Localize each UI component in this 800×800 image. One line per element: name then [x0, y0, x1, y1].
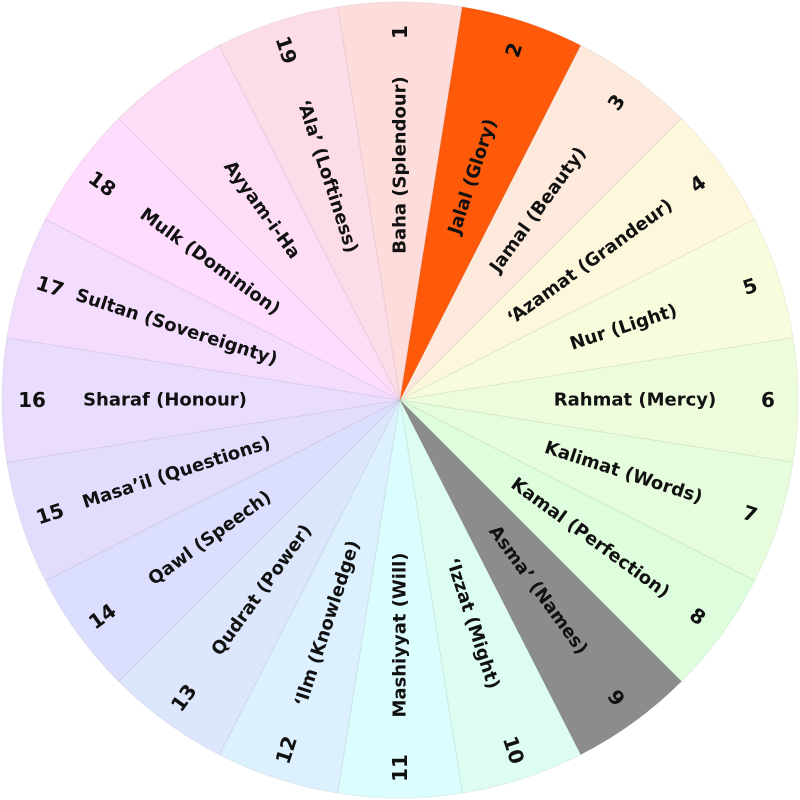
month-number: 1: [388, 25, 412, 39]
month-slice: [6, 399, 401, 582]
month-slice: [117, 44, 401, 401]
month-slice: [399, 399, 756, 683]
month-label: Rahmat (Mercy): [554, 390, 716, 411]
month-label: Baha (Splendour): [390, 76, 411, 254]
month-slice: [399, 218, 794, 401]
month-number: 6: [761, 388, 775, 412]
month-slice: [399, 337, 799, 463]
month-slice: [218, 399, 401, 794]
month-slice: [399, 44, 683, 401]
month-slice: [44, 399, 401, 683]
month-slice: [1, 337, 401, 463]
month-slice: [337, 399, 463, 799]
month-label: Mashiyyat (Will): [390, 552, 411, 717]
month-slice: [117, 399, 401, 756]
month-number: 11: [388, 754, 412, 782]
month-slice: [399, 399, 794, 582]
month-slice: [399, 399, 683, 756]
month-slice: [44, 117, 401, 401]
month-slice: [399, 399, 582, 794]
month-label: Sharaf (Honour): [83, 390, 247, 411]
month-slice: [337, 1, 463, 401]
month-slice: [399, 117, 756, 401]
month-slice: [6, 218, 401, 401]
month-number: 16: [18, 388, 46, 412]
month-slice: [399, 6, 582, 401]
month-slice: [218, 6, 401, 401]
